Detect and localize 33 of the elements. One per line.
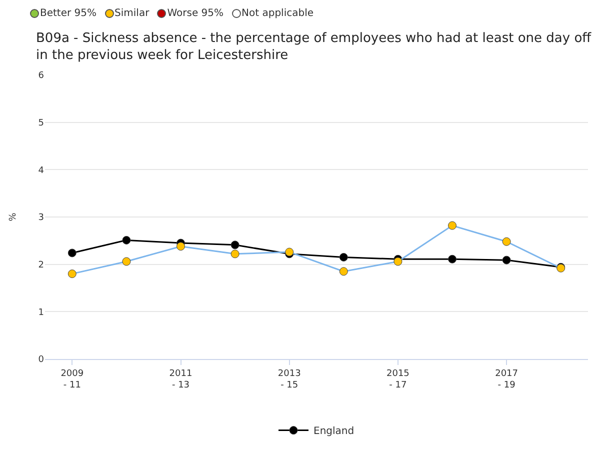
point [122,257,131,266]
y-tick-label: 0 [38,355,44,366]
point [448,254,456,264]
y-tick-label: 3 [38,213,44,224]
point [339,252,348,262]
x-tick-label: 2015 - 17 [386,368,410,390]
y-tick-label: 1 [38,308,44,318]
legend-label: England [314,426,354,438]
x-tick-label: 2013 - 15 [278,368,301,390]
point [502,256,511,264]
point [502,237,511,246]
point [339,267,348,276]
text: Similar [114,8,150,19]
x-tick-label: 2009 - 11 [60,368,84,390]
point [68,270,76,278]
text: Worse 95% [167,8,224,19]
point [394,257,402,266]
y-tick-label: 2 [38,260,44,270]
x-tick-label: 2011 - 13 [169,368,192,390]
point [230,250,240,258]
point [176,242,185,251]
point [230,240,240,250]
y-tick-label: 4 [38,166,44,176]
y-tick-label: 6 [38,71,44,82]
point [122,236,131,244]
point [448,221,456,230]
text: Not applicable [242,8,314,19]
y-tick-label: 5 [38,118,44,128]
chart-title: B09a - Sickness absence - the percentage of employees who had at least one day off in the previous week for Leicestershire [36,30,592,64]
text: Better 95% [40,8,97,19]
y-axis-title: % [8,212,19,222]
x-tick-label: 2017 - 19 [495,368,518,390]
point [68,248,76,258]
